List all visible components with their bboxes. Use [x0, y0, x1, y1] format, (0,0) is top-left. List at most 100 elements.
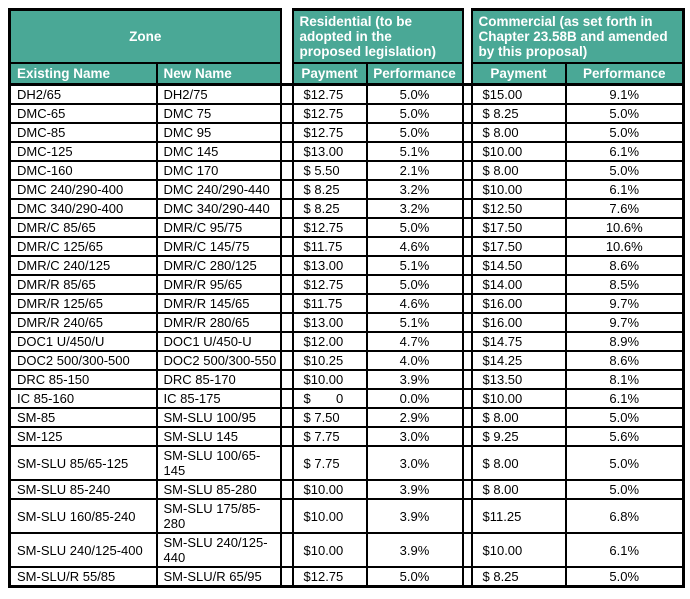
- commercial-performance-cell: 6.1%: [564, 141, 685, 162]
- residential-payment-cell: $11.75: [291, 236, 368, 257]
- residential-payment-cell: $11.75: [291, 293, 368, 314]
- new-name-cell: DMR/R 95/65: [155, 274, 282, 295]
- new-name-cell: DRC 85-170: [155, 369, 282, 390]
- existing-name-cell: DMR/C 240/125: [8, 255, 158, 276]
- group-gap-spacer: [279, 312, 294, 333]
- group-gap-spacer: [461, 566, 473, 588]
- column-header-row: Existing Name New Name Payment Performan…: [8, 62, 685, 86]
- existing-name-cell: DMR/R 85/65: [8, 274, 158, 295]
- table-row: SM-SLU 85/65-125 SM-SLU 100/65-145 $ 7.75 3…: [8, 445, 685, 481]
- commercial-payment-cell: $14.75: [470, 331, 567, 352]
- group-gap-spacer: [279, 198, 294, 219]
- residential-payment-cell: $13.00: [291, 312, 368, 333]
- residential-performance-cell: 5.0%: [365, 566, 464, 588]
- commercial-payment-cell: $ 8.00: [470, 160, 567, 181]
- commercial-performance-cell: 8.9%: [564, 331, 685, 352]
- group-gap-spacer: [461, 293, 473, 314]
- group-gap-spacer: [279, 566, 294, 588]
- new-name-cell: SM-SLU 240/125-440: [155, 532, 282, 568]
- existing-name-column-header: Existing Name: [8, 62, 158, 86]
- new-name-cell: SM-SLU/R 65/95: [155, 566, 282, 588]
- group-gap-spacer: [461, 83, 473, 105]
- group-gap-spacer: [279, 236, 294, 257]
- group-gap-spacer: [279, 103, 294, 124]
- residential-payment-cell: $12.75: [291, 217, 368, 238]
- group-gap-spacer: [461, 498, 473, 534]
- residential-payment-cell: $10.00: [291, 532, 368, 568]
- group-gap-spacer: [461, 312, 473, 333]
- group-gap-spacer: [461, 103, 473, 124]
- residential-payment-cell: $ 0: [291, 388, 368, 409]
- group-gap-spacer: [279, 217, 294, 238]
- commercial-payment-cell: $17.50: [470, 217, 567, 238]
- residential-performance-cell: 3.2%: [365, 179, 464, 200]
- commercial-payment-cell: $14.00: [470, 274, 567, 295]
- table-row: IC 85-160 IC 85-175 $ 0 0.0% $10.00 6.1%: [8, 388, 685, 409]
- existing-name-cell: DMC 340/290-400: [8, 198, 158, 219]
- commercial-performance-cell: 5.0%: [564, 445, 685, 481]
- new-name-cell: IC 85-175: [155, 388, 282, 409]
- table-row: SM-SLU/R 55/85 SM-SLU/R 65/95 $12.75 5.0% $ …: [8, 566, 685, 588]
- existing-name-cell: DMR/C 85/65: [8, 217, 158, 238]
- group-gap-spacer: [461, 407, 473, 428]
- zone-group-header: Zone: [8, 8, 282, 64]
- group-gap-spacer: [279, 122, 294, 143]
- commercial-performance-cell: 5.0%: [564, 566, 685, 588]
- residential-performance-cell: 5.0%: [365, 217, 464, 238]
- residential-performance-cell: 4.0%: [365, 350, 464, 371]
- residential-payment-cell: $10.25: [291, 350, 368, 371]
- commercial-payment-cell: $14.50: [470, 255, 567, 276]
- residential-performance-cell: 5.1%: [365, 312, 464, 333]
- commercial-performance-cell: 9.7%: [564, 312, 685, 333]
- new-name-cell: DMR/C 95/75: [155, 217, 282, 238]
- existing-name-cell: DOC2 500/300-500: [8, 350, 158, 371]
- commercial-payment-cell: $10.00: [470, 179, 567, 200]
- existing-name-cell: SM-SLU 85/65-125: [8, 445, 158, 481]
- commercial-performance-cell: 5.0%: [564, 103, 685, 124]
- group-gap-spacer: [279, 179, 294, 200]
- residential-performance-column-header: Performance: [365, 62, 464, 86]
- table-row: DMC-160 DMC 170 $ 5.50 2.1% $ 8.00 5.0%: [8, 160, 685, 181]
- table-row: SM-85 SM-SLU 100/95 $ 7.50 2.9% $ 8.00 5.0%: [8, 407, 685, 428]
- zone-payment-performance-table: Zone Residential (to be adopted in the p…: [8, 8, 685, 588]
- table-row: DMR/C 240/125 DMR/C 280/125 $13.00 5.1% $14.…: [8, 255, 685, 276]
- commercial-performance-cell: 8.5%: [564, 274, 685, 295]
- group-gap-spacer: [461, 445, 473, 481]
- group-gap-spacer: [461, 236, 473, 257]
- group-gap-spacer: [461, 331, 473, 352]
- new-name-cell: DMC 170: [155, 160, 282, 181]
- commercial-performance-cell: 10.6%: [564, 217, 685, 238]
- existing-name-cell: DRC 85-150: [8, 369, 158, 390]
- table-row: DMR/C 125/65 DMR/C 145/75 $11.75 4.6% $17.50…: [8, 236, 685, 257]
- residential-payment-cell: $12.75: [291, 122, 368, 143]
- commercial-payment-cell: $ 9.25: [470, 426, 567, 447]
- residential-performance-cell: 5.1%: [365, 141, 464, 162]
- group-gap-spacer: [279, 369, 294, 390]
- new-name-cell: DOC2 500/300-550: [155, 350, 282, 371]
- residential-payment-column-header: Payment: [291, 62, 368, 86]
- table-header: Zone Residential (to be adopted in the p…: [8, 8, 685, 86]
- commercial-payment-cell: $ 8.00: [470, 122, 567, 143]
- group-gap-spacer: [279, 274, 294, 295]
- residential-performance-cell: 3.2%: [365, 198, 464, 219]
- group-gap-spacer: [461, 122, 473, 143]
- commercial-performance-cell: 9.7%: [564, 293, 685, 314]
- residential-payment-cell: $ 7.75: [291, 445, 368, 481]
- residential-performance-cell: 5.0%: [365, 83, 464, 105]
- commercial-performance-cell: 5.0%: [564, 479, 685, 500]
- new-name-cell: SM-SLU 175/85-280: [155, 498, 282, 534]
- group-gap-spacer: [279, 9, 294, 86]
- residential-payment-cell: $13.00: [291, 255, 368, 276]
- residential-payment-cell: $12.75: [291, 83, 368, 105]
- residential-performance-cell: 2.9%: [365, 407, 464, 428]
- new-name-cell: DMC 145: [155, 141, 282, 162]
- commercial-group-header: Commercial (as set forth in Chapter 23.5…: [470, 8, 685, 64]
- commercial-payment-cell: $ 8.00: [470, 445, 567, 481]
- new-name-cell: DMR/C 280/125: [155, 255, 282, 276]
- group-gap-spacer: [279, 255, 294, 276]
- residential-payment-cell: $ 7.50: [291, 407, 368, 428]
- table-row: DH2/65 DH2/75 $12.75 5.0% $15.00 9.1%: [8, 83, 685, 105]
- commercial-payment-cell: $17.50: [470, 236, 567, 257]
- table-row: DMC-85 DMC 95 $12.75 5.0% $ 8.00 5.0%: [8, 122, 685, 143]
- existing-name-cell: DMC-125: [8, 141, 158, 162]
